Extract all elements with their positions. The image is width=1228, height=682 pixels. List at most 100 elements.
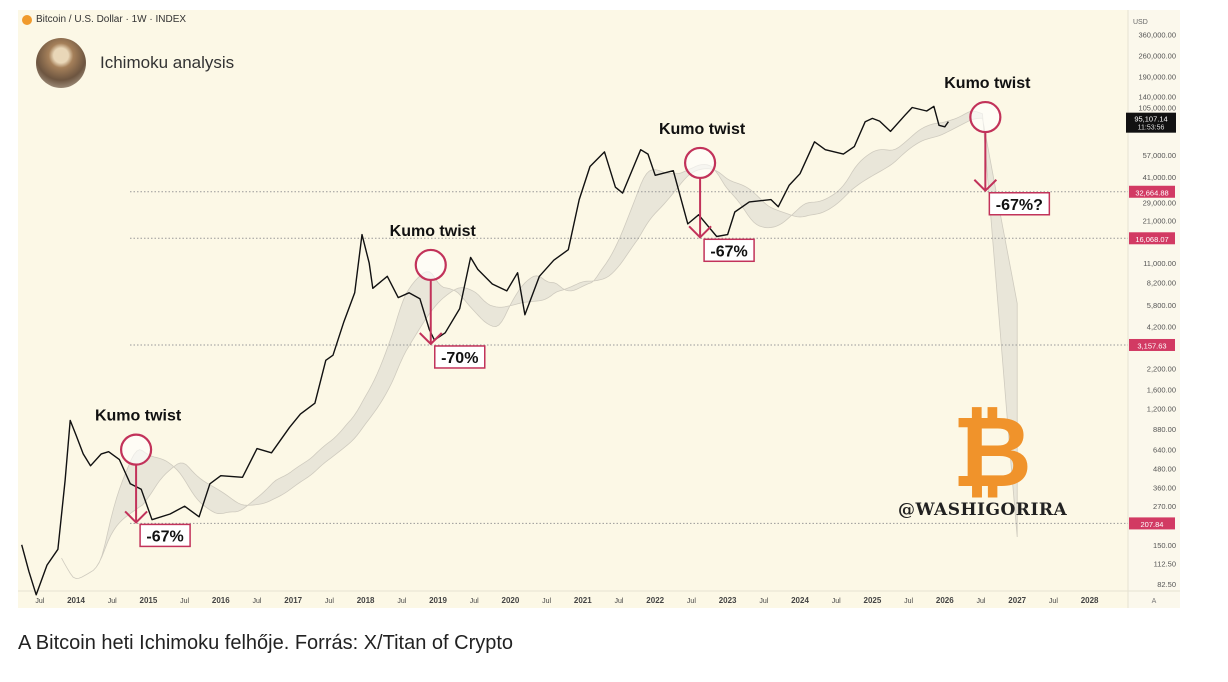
chart: USD 207.84 3,157.63 16,068.07 32,664.88 360,0… [18, 10, 1180, 608]
y-tick-label: 21,000.00 [1143, 217, 1176, 226]
auto-scale-button[interactable]: A [1152, 598, 1157, 605]
y-tick-label: 5,800.00 [1147, 301, 1176, 310]
y-tick-label: 360.00 [1153, 483, 1176, 492]
y-tick-label: 640.00 [1153, 446, 1176, 455]
x-tick-label: 2024 [791, 596, 809, 605]
ichimoku-cloud [61, 110, 1018, 579]
x-tick-label: Jul [977, 598, 986, 605]
x-tick-label: 2015 [140, 596, 158, 605]
x-tick-label: Jul [759, 598, 768, 605]
y-tick-label: 260,000.00 [1138, 52, 1176, 61]
x-tick-label: Jul [180, 598, 189, 605]
y-tick-label: 360,000.00 [1138, 30, 1176, 39]
level-tag-label: 16,068.07 [1135, 235, 1168, 244]
x-tick-label: 2016 [212, 596, 230, 605]
x-tick-label: 2021 [574, 596, 592, 605]
currency-label: USD [1133, 19, 1148, 26]
current-price-tag [1126, 112, 1176, 133]
x-tick-label: 2019 [429, 596, 447, 605]
y-tick-label: 8,200.00 [1147, 278, 1176, 287]
level-tag-label: 32,664.88 [1135, 188, 1168, 197]
x-tick-label: 2025 [864, 596, 882, 605]
current-price-time: 11:53:56 [1138, 125, 1165, 132]
kumo-twist-label: Kumo twist [659, 121, 746, 138]
x-tick-label: Jul [35, 598, 44, 605]
x-tick-label: Jul [108, 598, 117, 605]
x-tick-label: 2023 [719, 596, 737, 605]
y-tick-label: 190,000.00 [1138, 72, 1176, 81]
author: Ichimoku analysis [36, 38, 234, 88]
watermark: @WASHIGORIRA [898, 500, 1068, 520]
kumo-twist-label: Kumo twist [95, 408, 182, 425]
x-tick-label: 2014 [67, 596, 85, 605]
x-tick-label: Jul [687, 598, 696, 605]
symbol-header: Bitcoin / U.S. Dollar · 1W · INDEX [22, 14, 186, 25]
y-tick-label: 112.50 [1154, 560, 1176, 569]
image-caption: A Bitcoin heti Ichimoku felhője. Forrás:… [18, 632, 514, 654]
price-line [21, 105, 949, 596]
twist-circle-marker [683, 146, 717, 180]
x-tick-label: Jul [542, 598, 551, 605]
twist-circle-marker [414, 248, 447, 282]
arrow-down-icon [973, 179, 998, 193]
price-axis-panel [1128, 10, 1180, 608]
y-tick-label: 1,600.00 [1147, 386, 1176, 395]
bitcoin-logo-icon: ₿ [952, 396, 1032, 510]
arrow-down-icon [124, 510, 148, 524]
arrow-down-icon [688, 225, 712, 239]
drop-label-box [988, 192, 1051, 216]
level-tag [1129, 185, 1175, 198]
y-tick-label: 57,000.00 [1143, 151, 1176, 160]
y-tick-label: 41,000.00 [1143, 173, 1176, 182]
drop-label: -67%? [996, 197, 1043, 214]
level-tag [1129, 232, 1175, 245]
twist-circle-marker [119, 433, 153, 466]
y-tick-label: 270.00 [1153, 502, 1176, 511]
drop-label: -67% [146, 528, 183, 545]
avatar [36, 38, 86, 88]
x-tick-label: Jul [253, 598, 262, 605]
x-tick-label: 2028 [1081, 596, 1099, 605]
x-tick-label: Jul [325, 598, 334, 605]
author-name: Ichimoku analysis [100, 53, 235, 72]
y-tick-label: 880.00 [1153, 425, 1176, 434]
y-tick-label: 4,200.00 [1147, 322, 1176, 331]
drop-label-box [139, 523, 191, 548]
kumo-twist-label: Kumo twist [944, 75, 1031, 92]
y-tick-label: 480.00 [1153, 465, 1176, 474]
y-tick-label: 2,200.00 [1147, 365, 1176, 374]
y-tick-label: 11,000.00 [1143, 259, 1176, 268]
y-tick-label: 140,000.00 [1138, 92, 1176, 101]
x-tick-label: 2017 [284, 596, 302, 605]
y-tick-label: 1,200.00 [1147, 404, 1176, 413]
x-tick-label: Jul [397, 598, 406, 605]
drop-label-box [703, 238, 755, 263]
drop-label-box [434, 345, 486, 369]
twist-circle-marker [969, 100, 1002, 134]
arrow-down-icon [419, 332, 443, 346]
level-tag [1129, 338, 1175, 351]
level-tag [1129, 517, 1175, 530]
chart-svg: USD 207.84 3,157.63 16,068.07 32,664.88 360,0… [18, 10, 1180, 608]
x-tick-label: 2022 [646, 596, 664, 605]
y-tick-label: 82.50 [1157, 580, 1176, 589]
y-tick-label: 105,000.00 [1138, 104, 1176, 113]
x-tick-label: Jul [615, 598, 624, 605]
x-tick-label: 2027 [1008, 596, 1026, 605]
drop-label: -70% [441, 350, 478, 367]
x-tick-label: Jul [904, 598, 913, 605]
x-tick-label: Jul [1049, 598, 1058, 605]
symbol-label: Bitcoin / U.S. Dollar · 1W · INDEX [36, 14, 187, 25]
x-tick-label: Jul [832, 598, 841, 605]
level-tag-label: 3,157.63 [1137, 341, 1166, 350]
x-tick-label: 2026 [936, 596, 954, 605]
x-tick-label: 2020 [502, 596, 520, 605]
bitcoin-icon [22, 14, 32, 25]
drop-label: -67% [710, 243, 747, 260]
x-tick-label: 2018 [357, 596, 375, 605]
current-price-value: 95,107.14 [1134, 115, 1167, 124]
y-tick-label: 29,000.00 [1143, 198, 1176, 207]
kumo-twist-label: Kumo twist [390, 223, 477, 240]
x-tick-label: Jul [470, 598, 479, 605]
y-tick-label: 150.00 [1153, 541, 1176, 550]
